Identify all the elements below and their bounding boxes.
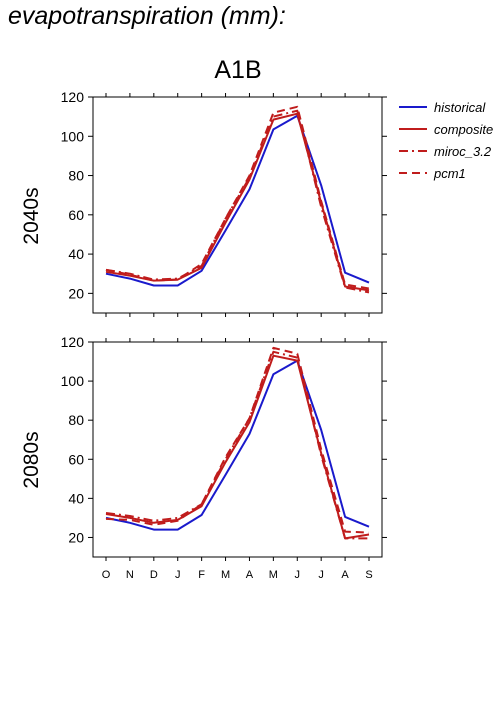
y-tick-label-2040s-80: 80 — [68, 168, 84, 184]
y-tick-label-2080s-80: 80 — [68, 412, 84, 428]
legend-swatch-composite — [399, 128, 427, 130]
y-tick-label-2040s-120: 120 — [61, 89, 85, 105]
series-line-2080s-historical — [105, 359, 370, 531]
legend-label-pcm1: pcm1 — [434, 165, 466, 181]
legend-item-historical: historical — [398, 96, 493, 118]
legend-swatch-historical — [399, 106, 427, 108]
series-line-2040s-pcm1 — [105, 105, 370, 290]
legend-label-miroc: miroc_3.2 — [434, 143, 492, 159]
x-tick-label-5: M — [221, 569, 230, 581]
legend-swatch-pcm1 — [399, 172, 427, 174]
x-tick-label-7: M — [269, 569, 278, 581]
legend-label-composite: composite — [434, 121, 494, 137]
legend-item-pcm1: pcm1 — [398, 162, 493, 184]
series-line-2080s-pcm1 — [105, 346, 370, 534]
legend: historical composite miroc_3.2 pcm1 — [398, 96, 493, 184]
y-tick-label-2080s-40: 40 — [68, 490, 84, 506]
legend-swatch-miroc — [399, 150, 427, 152]
y-tick-label-2040s-100: 100 — [61, 128, 85, 144]
x-tick-label-1: N — [126, 569, 134, 581]
legend-item-miroc: miroc_3.2 — [398, 140, 493, 162]
x-tick-label-11: S — [365, 569, 372, 581]
y-tick-label-2040s-60: 60 — [68, 207, 84, 223]
series-line-2040s-composite — [105, 112, 370, 292]
legend-label-historical: historical — [434, 99, 486, 115]
chart-title: evapotranspiration (mm): — [8, 2, 286, 30]
legend-item-composite: composite — [398, 118, 493, 140]
y-tick-label-2040s-20: 20 — [68, 285, 84, 301]
x-tick-label-10: A — [341, 569, 349, 581]
scenario-label: A1B — [214, 56, 262, 84]
x-tick-label-8: J — [295, 569, 301, 581]
y-tick-label-2040s-40: 40 — [68, 246, 84, 262]
series-line-2040s-historical — [105, 114, 370, 287]
y-tick-label-2080s-20: 20 — [68, 529, 84, 545]
plot-frame-2080s — [92, 341, 383, 558]
x-tick-label-4: F — [198, 569, 205, 581]
x-tick-label-9: J — [318, 569, 324, 581]
y-tick-label-2080s-100: 100 — [61, 373, 85, 389]
series-line-2080s-composite — [105, 354, 370, 540]
x-tick-label-0: O — [102, 569, 111, 581]
x-tick-label-6: A — [246, 569, 254, 581]
x-tick-label-2: D — [150, 569, 158, 581]
series-line-2080s-miroc_3-2 — [105, 350, 369, 540]
y-tick-label-2080s-120: 120 — [61, 334, 85, 350]
y-tick-label-2080s-60: 60 — [68, 451, 84, 467]
plot-frame-2040s — [92, 96, 383, 314]
x-tick-label-3: J — [175, 569, 181, 581]
